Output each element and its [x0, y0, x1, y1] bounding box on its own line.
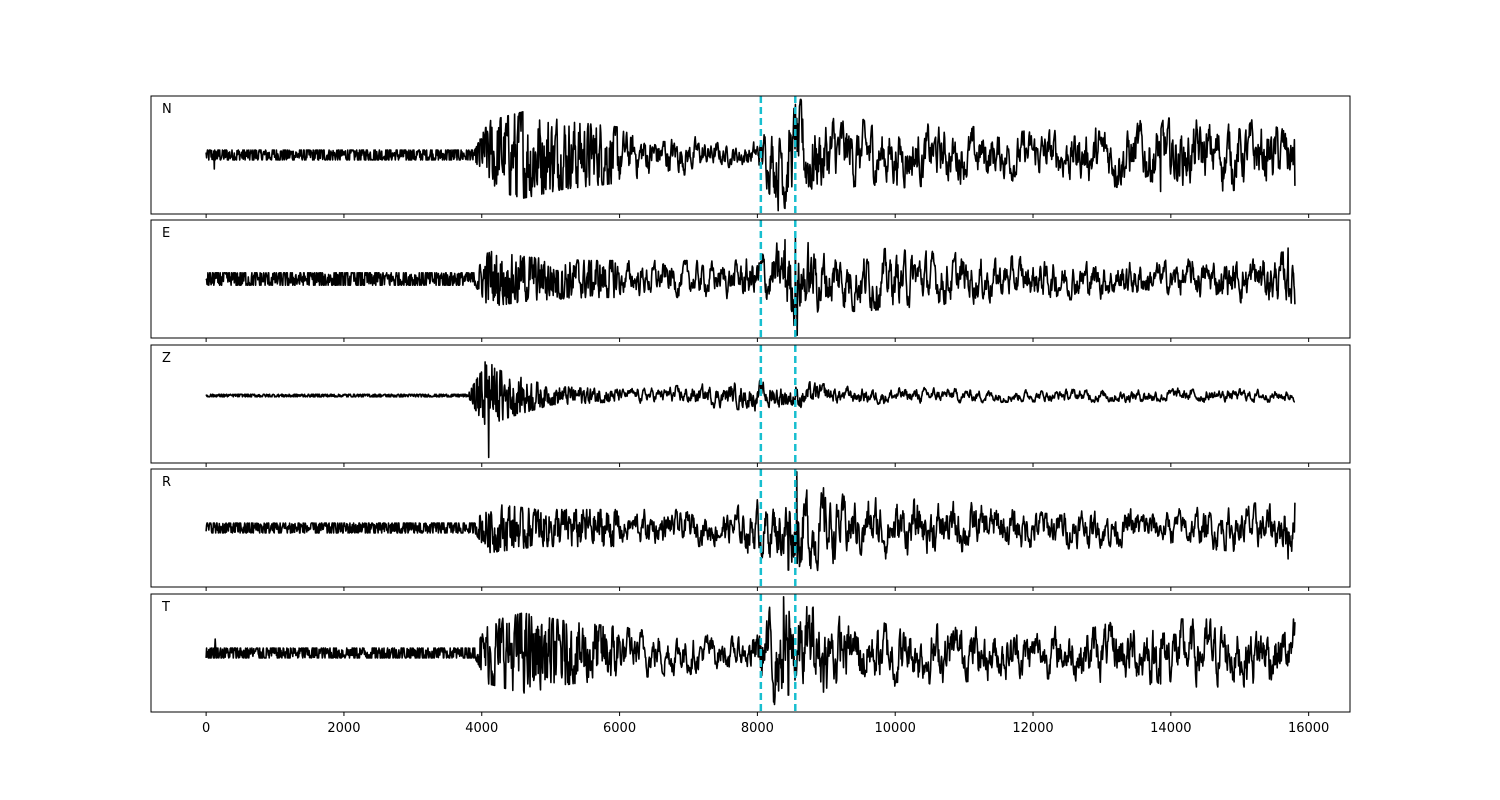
panel-label: R — [162, 475, 171, 490]
panel-t: T 0 2000 4000 6000 8000 10000 12000 14000 16000 — [150, 593, 1351, 736]
panel-n: N — [150, 95, 1351, 218]
waveform-z — [205, 361, 1296, 459]
panel-label: N — [162, 102, 172, 117]
x-tick-label: 2000 — [327, 721, 360, 736]
waveform-r — [205, 470, 1296, 572]
panel-z: Z — [150, 344, 1351, 467]
panel-label: E — [162, 226, 170, 241]
panel-frame — [150, 468, 1351, 588]
x-tick-label: 6000 — [603, 721, 636, 736]
panel-frame — [150, 219, 1351, 339]
panel-r: R — [150, 468, 1351, 591]
panel-frame — [150, 593, 1351, 713]
panel-label: Z — [162, 351, 171, 366]
panel-label: T — [161, 600, 170, 615]
panel-frame — [150, 344, 1351, 464]
x-tick-label: 4000 — [465, 721, 498, 736]
x-tick-label: 12000 — [1012, 721, 1053, 736]
x-tick-label: 16000 — [1288, 721, 1329, 736]
waveform-n — [205, 98, 1296, 212]
x-tick-label: 10000 — [875, 721, 916, 736]
x-tick-label: 14000 — [1150, 721, 1191, 736]
panel-frame — [150, 95, 1351, 215]
x-tick-label: 8000 — [741, 721, 774, 736]
waveform-t — [205, 595, 1296, 706]
waveform-e — [205, 236, 1296, 337]
x-tick-label: 0 — [202, 721, 210, 736]
panel-e: E — [150, 219, 1351, 342]
